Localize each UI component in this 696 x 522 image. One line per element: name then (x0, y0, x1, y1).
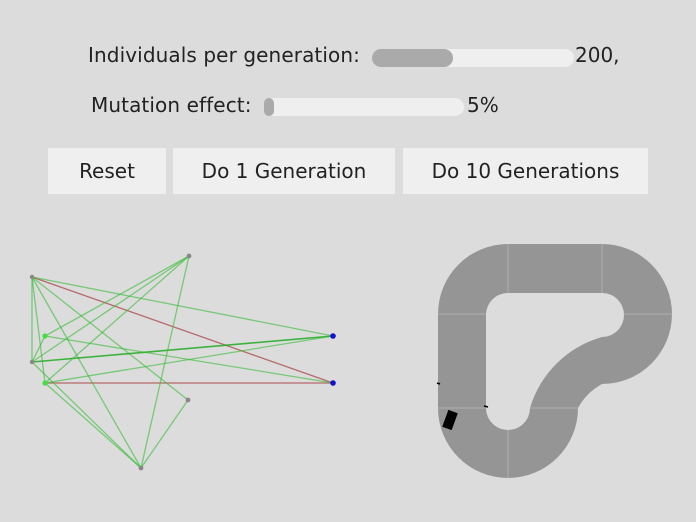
mutation-slider[interactable] (264, 98, 464, 116)
network-node (330, 380, 336, 386)
network-edge (31, 255, 190, 363)
network-node (186, 253, 192, 259)
network-edge (31, 276, 334, 384)
sensor-icon (436, 382, 441, 385)
network-edge (31, 276, 46, 384)
network-edge (44, 255, 190, 384)
track-infield (486, 293, 624, 430)
individuals-label: Individuals per generation: (88, 43, 360, 67)
network-edge (31, 361, 142, 469)
individuals-value: 200, (575, 43, 620, 67)
network-edge (44, 255, 190, 337)
network-node (29, 274, 35, 280)
network-node (330, 333, 336, 339)
network-node (138, 465, 144, 471)
mutation-slider-fill[interactable] (264, 98, 274, 116)
mutation-label: Mutation effect: (91, 93, 252, 117)
reset-button[interactable]: Reset (48, 148, 166, 194)
individuals-slider-fill[interactable] (372, 49, 453, 67)
network-edge (44, 335, 334, 384)
neural-network-diagram (29, 253, 336, 471)
network-node (29, 359, 35, 365)
network-edge (140, 399, 189, 469)
sensor-icon (483, 405, 489, 408)
do-one-generation-button[interactable]: Do 1 Generation (173, 148, 395, 194)
network-edge (31, 276, 189, 401)
network-node (185, 397, 191, 403)
race-track (436, 244, 672, 478)
car-icon (442, 409, 458, 431)
network-edge (140, 255, 190, 469)
network-edge (31, 276, 334, 337)
network-node (42, 380, 48, 386)
network-edge (44, 382, 142, 469)
network-edge (31, 335, 334, 363)
network-edge (31, 276, 142, 469)
mutation-value: 5% (467, 93, 499, 117)
do-ten-generations-button[interactable]: Do 10 Generations (403, 148, 648, 194)
network-node (42, 333, 48, 339)
individuals-slider[interactable] (372, 49, 574, 67)
network-edge (31, 335, 46, 363)
